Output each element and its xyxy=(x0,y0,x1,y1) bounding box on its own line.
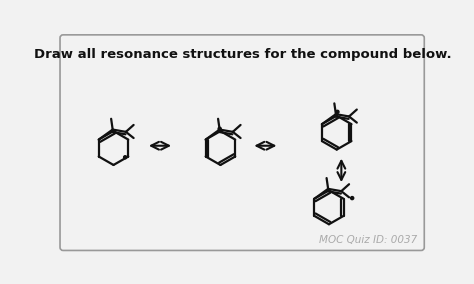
Circle shape xyxy=(124,156,127,159)
Circle shape xyxy=(351,197,354,200)
FancyBboxPatch shape xyxy=(60,35,424,250)
Text: MOC Quiz ID: 0037: MOC Quiz ID: 0037 xyxy=(319,235,417,245)
Circle shape xyxy=(218,127,221,130)
Text: Draw all resonance structures for the compound below.: Draw all resonance structures for the co… xyxy=(34,48,452,61)
Circle shape xyxy=(336,110,339,113)
